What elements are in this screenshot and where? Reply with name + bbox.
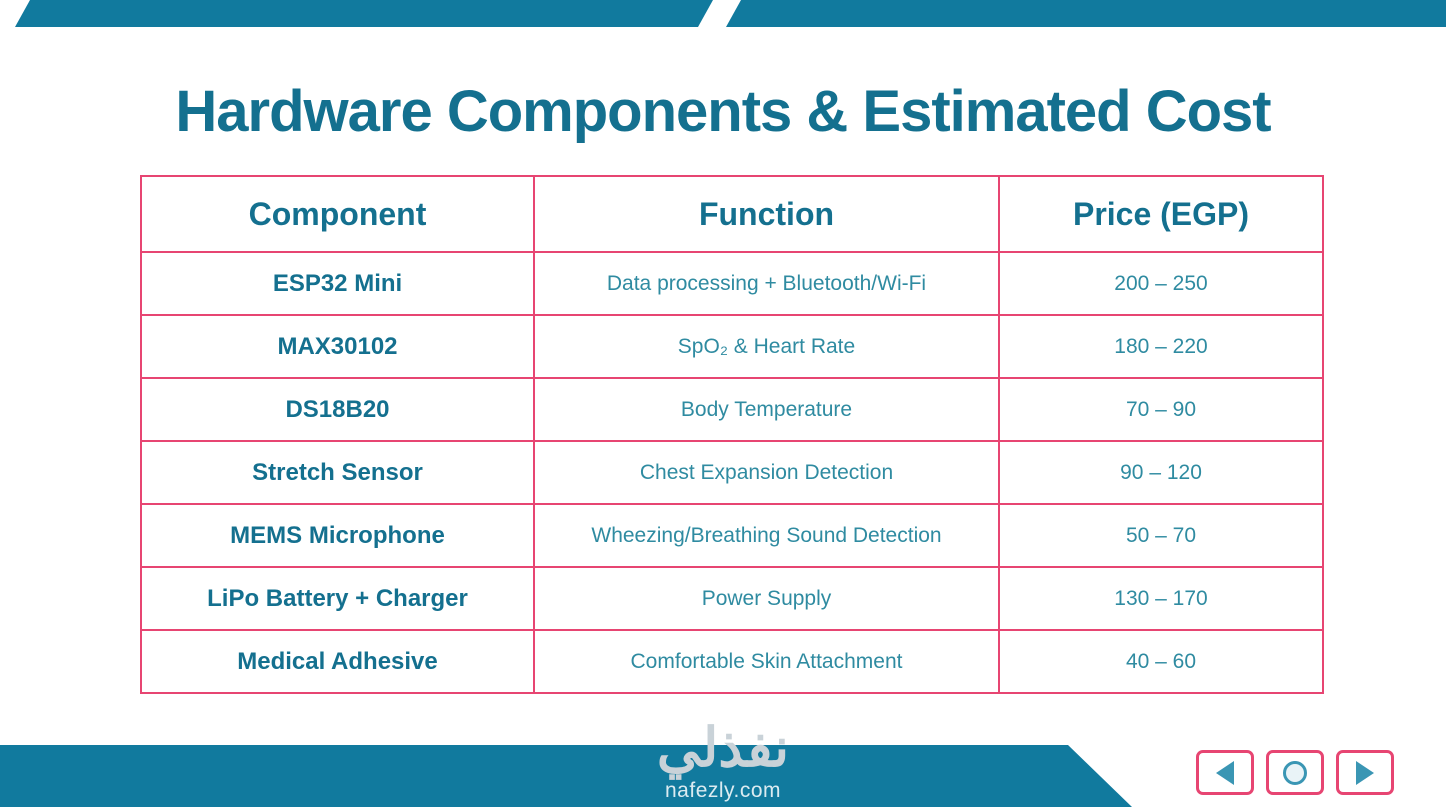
table-row: MEMS Microphone Wheezing/Breathing Sound… bbox=[140, 503, 1324, 568]
component-function-cell: Body Temperature bbox=[533, 377, 1000, 442]
circle-icon bbox=[1283, 760, 1307, 785]
component-price-cell: 70 – 90 bbox=[998, 377, 1324, 442]
page-title: Hardware Components & Estimated Cost bbox=[175, 79, 1271, 144]
component-function-cell: SpO₂ & Heart Rate bbox=[533, 314, 1000, 379]
component-function-cell: Comfortable Skin Attachment bbox=[533, 629, 1000, 694]
component-price-cell: 200 – 250 bbox=[998, 251, 1324, 316]
bottom-bar bbox=[0, 745, 1132, 807]
component-name-cell: Stretch Sensor bbox=[140, 440, 535, 505]
component-price-cell: 180 – 220 bbox=[998, 314, 1324, 379]
component-name-cell: LiPo Battery + Charger bbox=[140, 566, 535, 631]
prev-slide-button[interactable] bbox=[1196, 750, 1254, 795]
component-function-cell: Wheezing/Breathing Sound Detection bbox=[533, 503, 1000, 568]
component-price-cell: 90 – 120 bbox=[998, 440, 1324, 505]
component-name-cell: DS18B20 bbox=[140, 377, 535, 442]
top-bar-right-segment bbox=[726, 0, 1446, 27]
component-function-cell: Power Supply bbox=[533, 566, 1000, 631]
components-cost-table: Component Function Price (EGP) ESP32 Min… bbox=[140, 175, 1324, 694]
component-price-cell: 50 – 70 bbox=[998, 503, 1324, 568]
table-header-row: Component Function Price (EGP) bbox=[140, 175, 1324, 253]
component-name-cell: Medical Adhesive bbox=[140, 629, 535, 694]
right-arrow-icon bbox=[1356, 760, 1374, 785]
table-row: Stretch Sensor Chest Expansion Detection… bbox=[140, 440, 1324, 505]
top-bar-left-segment bbox=[15, 0, 713, 27]
table-row: LiPo Battery + Charger Power Supply 130 … bbox=[140, 566, 1324, 631]
left-arrow-icon bbox=[1216, 760, 1234, 785]
component-name-cell: MEMS Microphone bbox=[140, 503, 535, 568]
table-row: DS18B20 Body Temperature 70 – 90 bbox=[140, 377, 1324, 442]
column-header-function: Function bbox=[533, 175, 1000, 253]
home-button[interactable] bbox=[1266, 750, 1324, 795]
column-header-price: Price (EGP) bbox=[998, 175, 1324, 253]
component-function-cell: Chest Expansion Detection bbox=[533, 440, 1000, 505]
component-price-cell: 40 – 60 bbox=[998, 629, 1324, 694]
next-slide-button[interactable] bbox=[1336, 750, 1394, 795]
table-row: ESP32 Mini Data processing + Bluetooth/W… bbox=[140, 251, 1324, 316]
table-row: Medical Adhesive Comfortable Skin Attach… bbox=[140, 629, 1324, 694]
component-price-cell: 130 – 170 bbox=[998, 566, 1324, 631]
component-function-cell: Data processing + Bluetooth/Wi-Fi bbox=[533, 251, 1000, 316]
table-row: MAX30102 SpO₂ & Heart Rate 180 – 220 bbox=[140, 314, 1324, 379]
column-header-component: Component bbox=[140, 175, 535, 253]
component-name-cell: MAX30102 bbox=[140, 314, 535, 379]
component-name-cell: ESP32 Mini bbox=[140, 251, 535, 316]
slide-nav-controls bbox=[1196, 750, 1394, 795]
